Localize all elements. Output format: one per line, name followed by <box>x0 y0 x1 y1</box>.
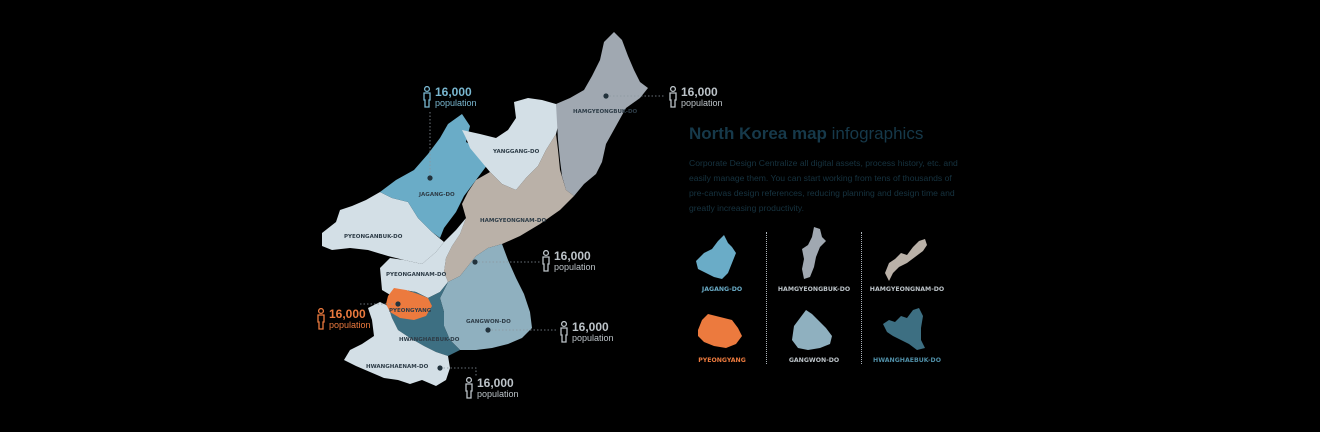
population-value: 16,000 <box>435 85 472 99</box>
page-title: North Korea map infographics <box>689 124 923 144</box>
hwanghaebuk-shape <box>883 308 925 350</box>
callout-hamgyeongbuk: 16,000 population <box>668 86 723 109</box>
callout-jagang: 16,000 population <box>422 86 477 109</box>
thumbnail-hamgyeongbuk[interactable]: HAMGYEONGBUK-DO <box>766 225 862 293</box>
person-icon <box>560 321 568 343</box>
region-pyeonganbuk[interactable] <box>322 192 444 264</box>
label-hwanghaebuk: HWANGHAEBUK-DO <box>399 337 460 343</box>
thumbnail-label: HWANGHAEBUK-DO <box>873 357 941 364</box>
thumbnail-label: PYEONGYANG <box>698 357 746 364</box>
label-yanggang: YANGGANG-DO <box>492 149 540 155</box>
hamgyeongnam-shape <box>885 239 927 281</box>
population-value: 16,000 <box>477 376 514 390</box>
callout-hwanghaenam: 16,000 population <box>464 377 519 400</box>
population-value: 16,000 <box>681 85 718 99</box>
population-unit: population <box>681 98 723 108</box>
population-unit: population <box>572 333 614 343</box>
region-pyeongyang[interactable] <box>386 288 432 320</box>
thumbnail-gangwon[interactable]: GANGWON-DO <box>766 306 862 364</box>
region-pyeongannam[interactable] <box>380 218 466 298</box>
population-value: 16,000 <box>329 307 366 321</box>
label-gangwon: GANGWON-DO <box>466 319 511 325</box>
person-icon <box>542 250 550 272</box>
region-yanggang[interactable] <box>462 98 560 190</box>
region-hamgyeongnam[interactable] <box>444 134 574 282</box>
title-light: infographics <box>831 124 924 143</box>
region-hamgyeongbuk[interactable] <box>556 32 648 196</box>
label-hamgyeongnam: HAMGYEONGNAM-DO <box>480 218 546 224</box>
thumbnail-label: JAGANG-DO <box>701 286 743 293</box>
divider <box>766 232 767 364</box>
population-unit: population <box>554 262 596 272</box>
population-unit: population <box>329 320 371 330</box>
person-icon <box>465 377 473 399</box>
description: Corporate Design Centralize all digital … <box>689 158 958 213</box>
label-jagang: JAGANG-DO <box>418 192 455 198</box>
marker-dots <box>395 93 609 371</box>
region-jagang[interactable] <box>380 114 488 238</box>
thumbnail-hwanghaebuk[interactable]: HWANGHAEBUK-DO <box>859 306 955 364</box>
callout-hamgyeongnam: 16,000 population <box>541 250 596 273</box>
pyeongyang-shape <box>698 314 742 348</box>
thumbnail-pyeongyang[interactable]: PYEONGYANG <box>674 306 770 364</box>
jagang-shape <box>696 235 736 279</box>
region-gangwon[interactable] <box>440 244 532 350</box>
population-unit: population <box>435 98 477 108</box>
thumbnail-hamgyeongnam[interactable]: HAMGYEONGNAM-DO <box>859 237 955 293</box>
thumbnail-jagang[interactable]: JAGANG-DO <box>674 233 770 293</box>
callout-gangwon: 16,000 population <box>559 321 614 344</box>
leader-lines <box>360 95 665 376</box>
label-pyeonganbuk: PYEONGANBUK-DO <box>344 234 403 240</box>
label-hamgyeongbuk: HAMGYEONGBUK-DO <box>573 109 638 115</box>
label-pyeongyang: PYEONGYANG <box>389 308 432 314</box>
hamgyeongbuk-shape <box>802 227 826 279</box>
person-icon <box>669 86 677 108</box>
callout-pyeongyang: 16,000 population <box>316 308 371 331</box>
population-unit: population <box>477 389 519 399</box>
person-icon <box>317 308 325 330</box>
gangwon-shape <box>792 310 832 350</box>
thumbnail-label: HAMGYEONGBUK-DO <box>777 286 851 293</box>
population-value: 16,000 <box>554 249 591 263</box>
label-hwanghaenam: HWANGHAENAM-DO <box>366 364 429 370</box>
thumbnail-label: GANGWON-DO <box>788 357 840 364</box>
label-pyeongannam: PYEONGANNAM-DO <box>386 272 447 278</box>
region-hwanghaenam[interactable] <box>344 302 450 386</box>
divider <box>861 232 862 364</box>
person-icon <box>423 86 431 108</box>
thumbnail-label: HAMGYEONGNAM-DO <box>869 286 945 293</box>
population-value: 16,000 <box>572 320 609 334</box>
title-bold: North Korea map <box>689 124 827 143</box>
